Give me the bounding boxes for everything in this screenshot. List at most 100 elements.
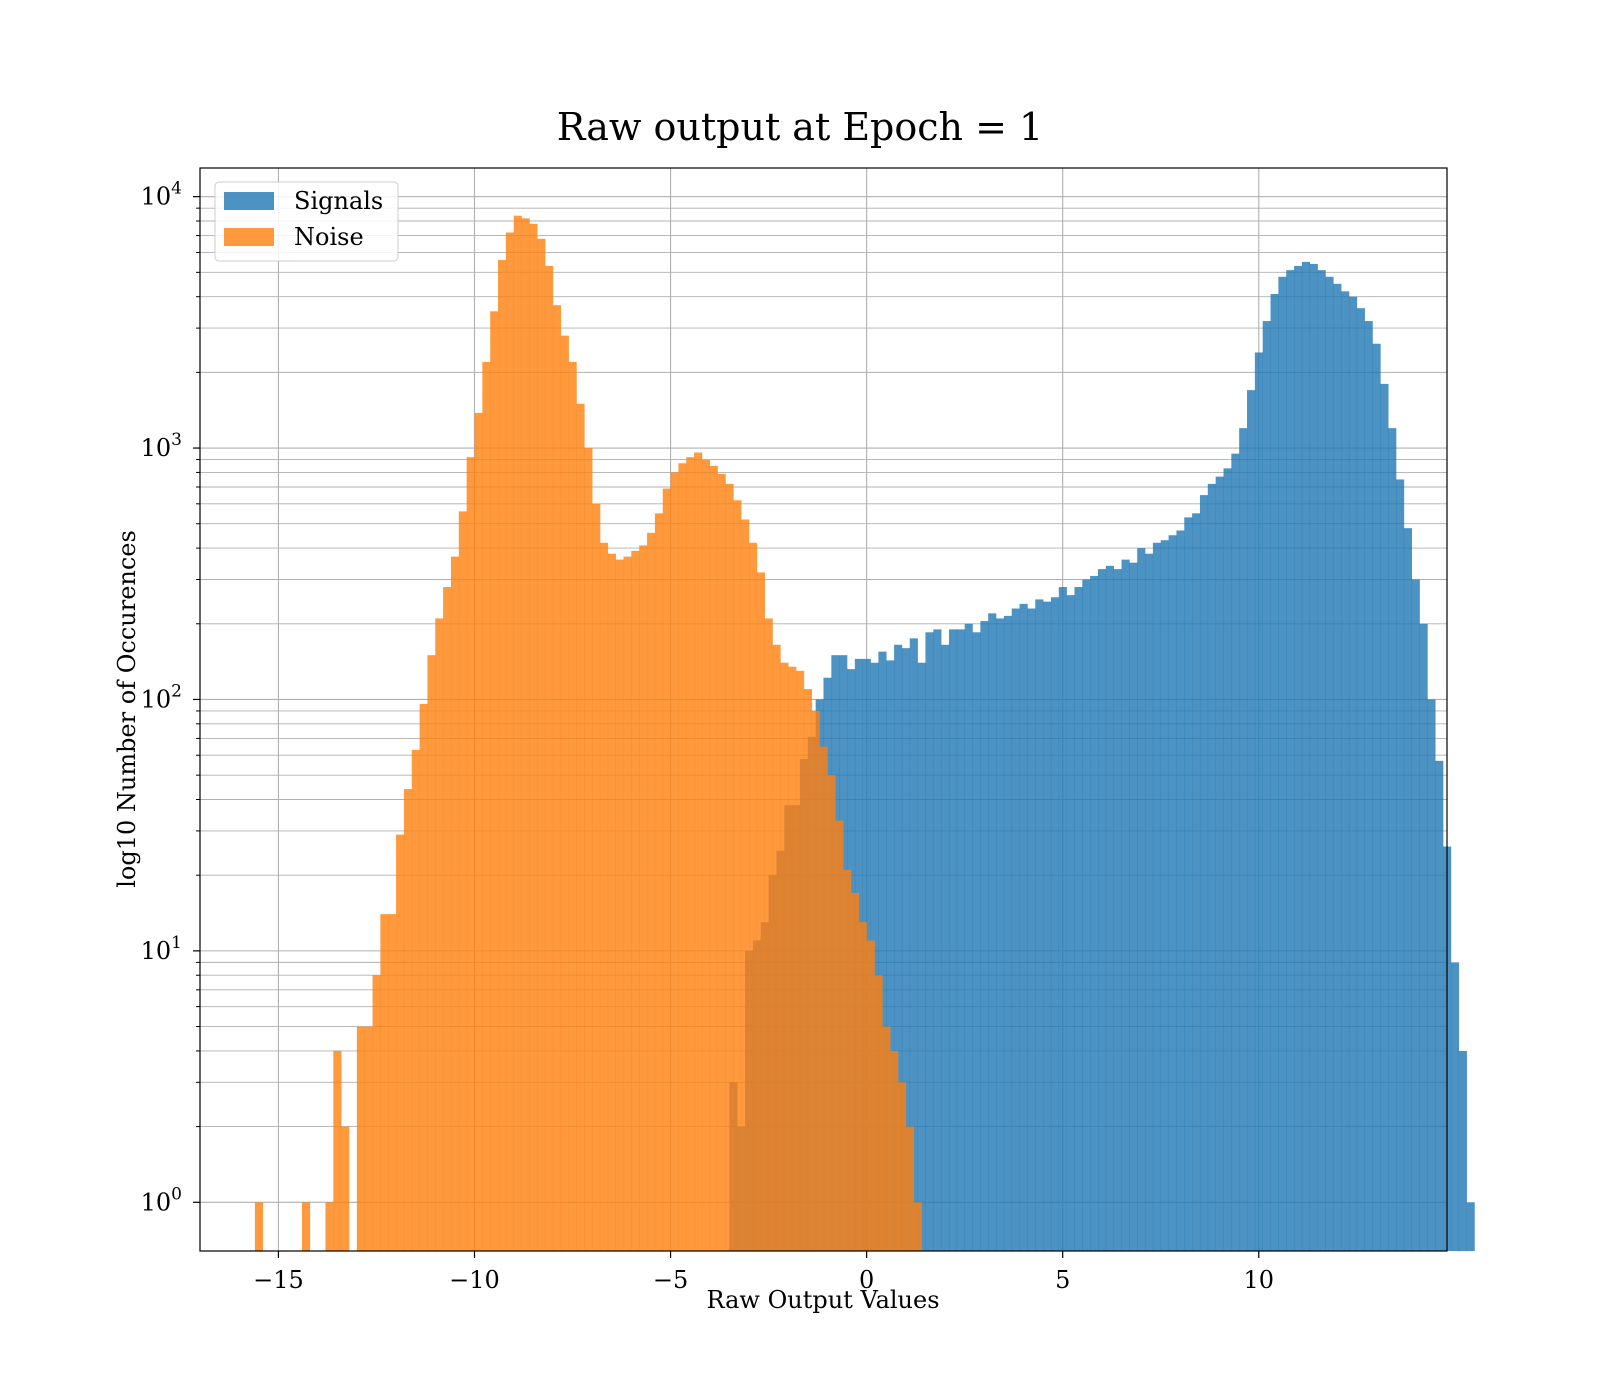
noise-bar (584, 448, 593, 1251)
signals-bar (1105, 565, 1114, 1251)
noise-bar (764, 618, 773, 1251)
signals-bar (1309, 263, 1318, 1251)
signals-bar (1160, 540, 1169, 1251)
x-tick-label: 0 (859, 1266, 874, 1294)
noise-bar (505, 232, 515, 1251)
noise-bar (490, 311, 499, 1251)
noise-bar (796, 670, 805, 1251)
noise-bar (858, 922, 867, 1251)
signals-bar (925, 632, 934, 1251)
noise-bar (898, 1082, 907, 1251)
noise-bar (725, 483, 734, 1251)
signals-bar (1403, 528, 1413, 1251)
x-axis-label: Raw Output Values (706, 1286, 939, 1314)
signals-bar (1239, 428, 1248, 1251)
noise-bar (254, 1202, 264, 1251)
noise-bar (560, 335, 569, 1251)
noise-bar (741, 519, 750, 1251)
noise-bar (356, 1026, 365, 1251)
noise-bar (498, 259, 507, 1252)
signals-bar (1192, 513, 1201, 1251)
noise-bar (748, 542, 758, 1251)
noise-bar (654, 513, 664, 1251)
signals-bar (1043, 601, 1052, 1251)
noise-bar (819, 746, 828, 1251)
signals-bar (1254, 352, 1263, 1251)
signals-bar (1003, 615, 1013, 1251)
signals-bar (1435, 760, 1444, 1251)
signals-bar (948, 629, 958, 1251)
signals-bar (1168, 535, 1177, 1251)
y-tick-label: 102 (141, 681, 182, 713)
noise-bar (827, 775, 836, 1251)
signals-bar (1380, 383, 1389, 1251)
noise-bar (780, 662, 789, 1251)
noise-bar (568, 361, 577, 1252)
signals-bar (1419, 623, 1428, 1251)
noise-bar (678, 463, 687, 1251)
noise-bar (662, 488, 671, 1251)
noise-bar (686, 457, 695, 1252)
signals-bar (1294, 265, 1303, 1251)
noise-bar (513, 215, 522, 1252)
noise-bars (254, 215, 922, 1252)
noise-bar (301, 1202, 311, 1251)
signals-bar (1121, 559, 1130, 1251)
signals-bar (1325, 276, 1334, 1251)
noise-bar (419, 703, 428, 1251)
noise-bar (882, 1026, 891, 1251)
noise-bar (388, 914, 397, 1251)
noise-bar (631, 550, 640, 1251)
noise-bar (850, 892, 860, 1251)
signals-bar (1090, 575, 1099, 1251)
signals-bar (1466, 1202, 1475, 1251)
signals-bar (933, 629, 942, 1251)
signals-bar (1396, 479, 1405, 1251)
legend-swatch-signals (224, 192, 274, 210)
noise-bar (756, 572, 765, 1251)
signals-bar (964, 623, 973, 1251)
signals-bar (1278, 276, 1287, 1251)
noise-bar (670, 472, 679, 1251)
noise-bar (576, 403, 585, 1251)
axes-frame (199, 167, 1448, 1252)
noise-bar (325, 1202, 334, 1251)
plot-area (199, 167, 1475, 1252)
legend-swatch-noise (224, 228, 274, 246)
noise-bar (788, 666, 797, 1251)
noise-bar (647, 532, 656, 1251)
signals-bar (1356, 308, 1365, 1251)
y-tick-label: 100 (141, 1184, 182, 1216)
signals-bar (980, 621, 989, 1251)
signals-bar (1372, 343, 1381, 1251)
noise-bar (411, 749, 420, 1251)
noise-bar (694, 452, 703, 1252)
signals-bar (1145, 553, 1154, 1251)
noise-bar (552, 305, 562, 1252)
signals-bar (1411, 579, 1420, 1251)
noise-bar (913, 1202, 922, 1251)
noise-bar (811, 710, 820, 1251)
noise-bar (835, 820, 844, 1251)
signals-bar (1074, 587, 1083, 1251)
y-axis-ticks: 100 101 102 103 104 (141, 179, 200, 1216)
x-tick-label: 5 (1055, 1266, 1070, 1294)
noise-bar (701, 459, 711, 1251)
signals-bar (1270, 293, 1279, 1252)
noise-bar (592, 503, 601, 1251)
signals-bar (878, 651, 887, 1251)
signals-bar (1262, 321, 1271, 1251)
signals-bar (1301, 261, 1311, 1251)
signals-bar (1333, 283, 1342, 1251)
noise-bar (615, 559, 624, 1251)
noise-bar (380, 914, 389, 1251)
noise-bar (529, 223, 538, 1252)
signals-bar (1388, 428, 1397, 1251)
x-tick-label: −15 (253, 1266, 304, 1294)
signals-bar (1231, 453, 1240, 1252)
signals-bar (1129, 562, 1138, 1251)
noise-bar (607, 553, 616, 1251)
legend-label-noise: Noise (294, 223, 364, 251)
noise-bar (482, 361, 491, 1252)
noise-bar (866, 940, 875, 1251)
